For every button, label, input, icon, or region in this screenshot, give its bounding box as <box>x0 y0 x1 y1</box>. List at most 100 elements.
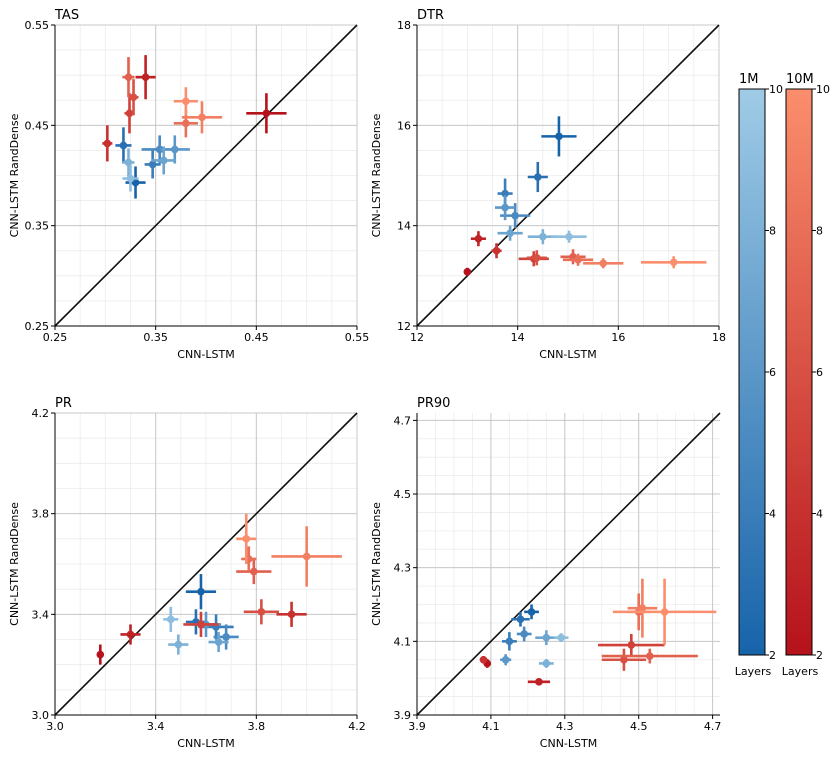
data-point <box>174 640 183 649</box>
x-tick-label: 0.25 <box>43 331 68 344</box>
x-tick-label: 4.7 <box>704 720 722 733</box>
y-tick-label: 14 <box>397 220 411 233</box>
y-tick-label: 3.0 <box>32 709 50 722</box>
data-point <box>520 630 528 638</box>
series-1m <box>115 127 190 199</box>
colorbar-caption: Layers <box>735 665 772 678</box>
y-tick-label: 4.1 <box>394 635 412 648</box>
panel-pr90: 3.9 4.1 4.3 4.5 4.7 3.9 4.1 4.3 4.5 4.7 PR90 CNN-LS… <box>370 396 721 750</box>
data-point <box>126 630 135 639</box>
data-point <box>463 268 472 276</box>
x-tick-label: 0.45 <box>244 331 269 344</box>
colorbar-tick-label: 10 <box>769 83 783 96</box>
series-1m <box>500 604 569 668</box>
panel-pr: 3.0 3.4 3.8 4.2 3.0 3.4 3.8 4.2 PR CNN-LSTM CNN-LS… <box>8 396 366 750</box>
data-point <box>242 535 251 543</box>
data-point <box>539 232 547 241</box>
data-point <box>542 659 551 668</box>
x-tick-label: 4.3 <box>556 720 574 733</box>
colorbar-tick-label: 6 <box>769 366 776 379</box>
data-point <box>638 604 647 612</box>
data-point <box>96 650 105 659</box>
data-point <box>645 652 654 660</box>
colorbar-bar <box>738 88 766 656</box>
data-point <box>669 258 678 267</box>
y-tick-label: 4.5 <box>394 488 412 501</box>
y-tick-label: 18 <box>397 19 411 32</box>
colorbar-10m: 10M 2 4 6 8 10 Layers <box>782 72 830 678</box>
x-tick-label: 0.35 <box>143 331 168 344</box>
data-point <box>182 97 190 106</box>
y-axis-label: CNN-LSTM RandDense <box>8 502 21 626</box>
y-tick-label: 3.9 <box>394 709 412 722</box>
data-point <box>620 655 628 664</box>
data-point <box>250 567 258 576</box>
y-axis-label: CNN-LSTM RandDense <box>370 113 383 237</box>
data-point <box>492 246 501 255</box>
y-tick-label: 12 <box>397 320 411 333</box>
x-axis-label: CNN-LSTM <box>177 737 234 750</box>
data-point <box>599 259 608 268</box>
data-point <box>182 119 190 128</box>
data-point <box>501 655 510 664</box>
panel-title: PR <box>55 396 72 411</box>
data-point <box>532 253 541 262</box>
data-point <box>501 203 509 212</box>
data-point <box>557 633 565 642</box>
y-tick-label: 0.55 <box>25 19 50 32</box>
y-tick-label: 4.2 <box>32 407 50 420</box>
data-point <box>129 93 138 102</box>
colorbar-tick-label: 8 <box>769 225 776 238</box>
data-point <box>141 73 150 81</box>
identity-line <box>416 412 721 716</box>
y-tick-label: 0.25 <box>25 320 50 333</box>
colorbar-label: 10M <box>786 72 814 87</box>
data-point <box>627 641 636 649</box>
data-point <box>197 620 205 629</box>
data-point <box>126 174 135 183</box>
data-point <box>511 211 519 220</box>
series-10m <box>96 513 342 665</box>
identity-line <box>54 24 358 327</box>
identity-line <box>54 412 358 716</box>
data-point <box>262 109 271 118</box>
x-tick-label: 16 <box>611 331 625 344</box>
data-point <box>159 156 168 165</box>
series-10m <box>479 578 717 686</box>
panel-tas: 0.25 0.35 0.45 0.55 0.25 0.35 0.45 0.55 TAS CNN-L… <box>8 8 369 361</box>
x-tick-label: 3.9 <box>408 720 426 733</box>
y-tick-label: 4.3 <box>394 562 412 575</box>
data-point <box>170 145 179 154</box>
data-point <box>479 655 488 664</box>
data-point <box>302 552 311 561</box>
data-point <box>198 113 206 122</box>
x-tick-label: 12 <box>410 331 424 344</box>
panels: 0.25 0.35 0.45 0.55 0.25 0.35 0.45 0.55 TAS CNN-L… <box>8 8 726 750</box>
colorbar-tick-label: 10 <box>816 83 830 96</box>
y-tick-label: 3.4 <box>32 608 50 621</box>
data-point <box>516 615 525 624</box>
panel-dtr: 12 14 16 18 12 14 16 18 DTR CNN-LSTM CNN-LSTM Rand… <box>370 8 726 361</box>
data-point <box>535 678 543 686</box>
x-axis-label: CNN-LSTM <box>540 737 597 750</box>
data-point <box>103 139 112 148</box>
x-tick-label: 0.55 <box>345 331 370 344</box>
colorbar-bar <box>785 88 813 656</box>
data-point <box>197 587 205 596</box>
series-1m <box>495 116 587 245</box>
colorbar-1m: 1M 2 4 6 8 10 Layers <box>735 72 783 678</box>
data-point <box>124 73 133 81</box>
colorbar-tick-label: 4 <box>816 508 823 521</box>
data-point <box>214 638 223 646</box>
y-tick-label: 3.8 <box>32 508 50 521</box>
y-axis-label: CNN-LSTM RandDense <box>8 113 21 237</box>
x-tick-label: 4.1 <box>482 720 500 733</box>
series-10m <box>463 231 707 276</box>
x-axis-label: CNN-LSTM <box>177 348 234 361</box>
data-point <box>660 608 669 616</box>
data-point <box>555 132 563 141</box>
data-point <box>542 633 551 642</box>
data-point <box>148 160 157 169</box>
data-point <box>166 615 175 624</box>
